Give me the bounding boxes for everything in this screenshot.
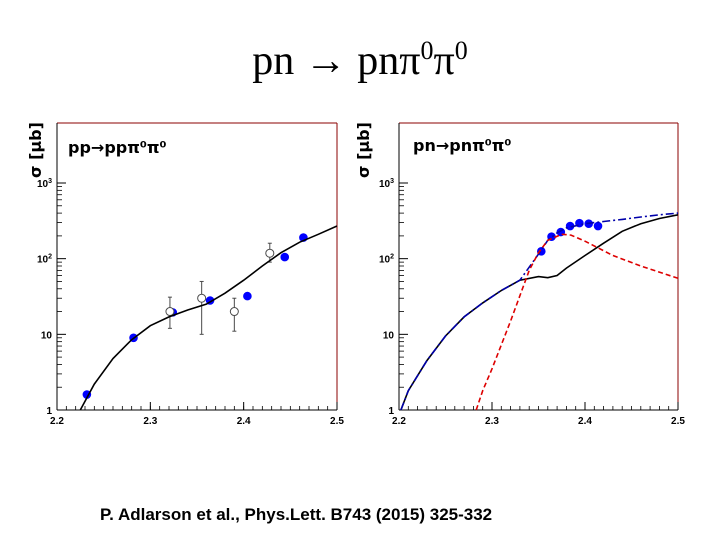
panel-title: pn→pnπ⁰π⁰: [413, 136, 511, 155]
slide-title: pn → pnπ0π0: [0, 36, 720, 84]
y-tick-base: 10: [37, 255, 49, 266]
x-tick-label: 2.3: [143, 416, 157, 427]
x-tick-label: 2.2: [392, 416, 406, 427]
citation: P. Adlarson et al., Phys.Lett. B743 (201…: [100, 505, 493, 524]
data-point: [243, 291, 252, 301]
data-point: [280, 252, 290, 262]
x-tick-label: 2.4: [237, 416, 251, 427]
open-data-point: [165, 307, 175, 317]
title-text: pn → pnπ: [252, 38, 421, 84]
open-data-point: [229, 307, 239, 317]
y-tick-exp: 2: [48, 254, 52, 261]
x-tick-label: 2.4: [578, 416, 592, 427]
open-data-point: [197, 293, 207, 303]
series-solid-line: [79, 225, 338, 411]
y-tick-base: 10: [37, 179, 49, 190]
y-tick-label: 1: [46, 406, 52, 417]
x-tick-label: 2.5: [671, 416, 685, 427]
series-dashed-line: [475, 233, 679, 411]
x-tick-label: 2.5: [330, 416, 344, 427]
y-tick-label: 10: [41, 330, 53, 341]
data-point: [593, 221, 603, 231]
panel-title: pp→ppπ⁰π⁰: [68, 138, 167, 157]
x-tick-label: 2.3: [485, 416, 499, 427]
y-tick-base: 10: [379, 255, 391, 266]
y-tick-label: 10: [383, 330, 395, 341]
y-axis-label: σ [μb]: [354, 122, 373, 178]
y-tick-label: 102: [379, 254, 394, 266]
y-tick-exp: 2: [390, 254, 394, 261]
y-tick-exp: 3: [48, 178, 52, 185]
title-mid: π: [433, 38, 455, 84]
series-solid-line: [400, 214, 679, 411]
y-axis-label: σ [μb]: [26, 122, 45, 178]
open-data-point: [265, 248, 275, 258]
y-tick-label: 103: [37, 178, 52, 190]
y-tick-label: 103: [379, 178, 394, 190]
title-sup-1: 0: [420, 36, 434, 65]
y-tick-exp: 3: [390, 178, 394, 185]
y-tick-base: 10: [379, 179, 391, 190]
y-tick-label: 102: [37, 254, 52, 266]
x-tick-label: 2.2: [50, 416, 64, 427]
series-dashdot-line: [400, 212, 679, 411]
y-tick-label: 1: [388, 406, 394, 417]
title-sup-2: 0: [454, 36, 468, 65]
